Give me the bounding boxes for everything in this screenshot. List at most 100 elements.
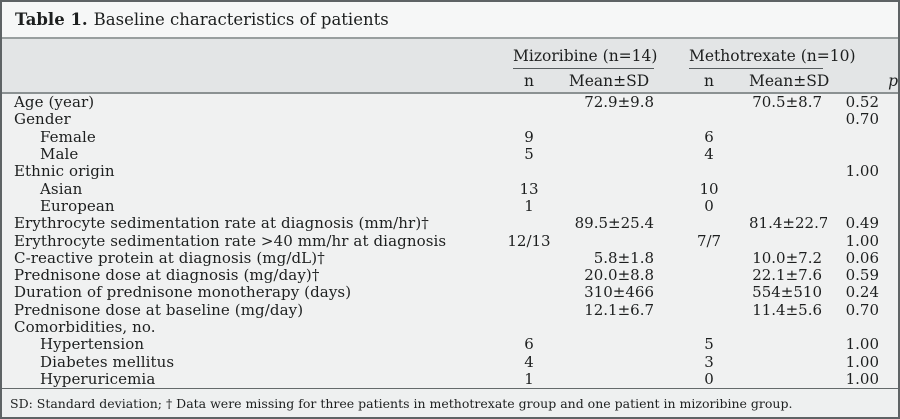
cell-mean-methotrexate — [749, 180, 827, 197]
cell-mean-mizoribine — [559, 111, 659, 128]
cell-mean-mizoribine — [559, 129, 659, 146]
table-number-label: Table 1. — [15, 10, 88, 29]
cell-n-methotrexate: 0 — [704, 197, 714, 215]
cell-n-methotrexate — [659, 93, 749, 111]
p-column-header: p — [888, 71, 899, 90]
col-mean-sd-methotrexate-header: Mean±SD — [749, 71, 830, 90]
cell-n-methotrexate — [659, 284, 749, 301]
cell-n-mizoribine — [499, 284, 559, 301]
cell-mean-mizoribine — [559, 163, 659, 180]
cell-n-mizoribine: 13 — [519, 180, 539, 198]
cell-mean-mizoribine: 310±466 — [584, 284, 655, 302]
cell-mean-methotrexate — [749, 319, 827, 336]
table-row: Asian 13 10 — [2, 180, 898, 197]
cell-n-mizoribine — [499, 267, 559, 284]
cell-n-mizoribine — [499, 319, 559, 336]
cell-mean-methotrexate — [749, 146, 827, 163]
row-label: Age (year) — [14, 93, 95, 112]
cell-p: 1.00 — [845, 232, 880, 250]
cell-p — [827, 319, 898, 336]
cell-mean-methotrexate: 11.4±5.6 — [752, 301, 823, 319]
cell-p — [827, 146, 898, 163]
table-row: Hypertension 6 5 1.00 — [2, 336, 898, 353]
row-label: Male — [40, 145, 79, 164]
cell-p: 0.06 — [845, 249, 880, 267]
cell-n-methotrexate: 4 — [704, 145, 714, 164]
cell-mean-mizoribine — [559, 180, 659, 197]
row-label: Diabetes mellitus — [40, 353, 175, 371]
cell-p: 1.00 — [845, 336, 880, 354]
col-n-methotrexate-header: n — [704, 71, 714, 90]
cell-mean-methotrexate — [749, 371, 827, 388]
row-label: Comorbidities, no. — [14, 318, 156, 336]
cell-n-mizoribine: 1 — [524, 370, 534, 388]
row-label: Duration of prednisone monotherapy (days… — [14, 284, 352, 302]
table-row: European 1 0 — [2, 198, 898, 215]
cell-n-mizoribine: 6 — [524, 336, 534, 354]
cell-mean-methotrexate — [749, 129, 827, 146]
cell-n-mizoribine — [499, 302, 559, 319]
row-label: Prednisone dose at baseline (mg/day) — [14, 301, 304, 319]
col-mean-sd-mizoribine-header: Mean±SD — [568, 71, 650, 90]
cell-mean-mizoribine: 5.8±1.8 — [593, 249, 655, 267]
cell-n-mizoribine — [499, 250, 559, 267]
cell-mean-mizoribine — [559, 146, 659, 163]
cell-mean-methotrexate — [749, 198, 827, 215]
cell-mean-mizoribine — [559, 198, 659, 215]
row-label: European — [40, 197, 115, 215]
cell-n-mizoribine: 9 — [524, 128, 534, 146]
cell-mean-methotrexate — [749, 353, 827, 370]
table-row: Age (year) 72.9±9.8 70.5±8.7 0.52 — [2, 93, 898, 111]
cell-p — [827, 129, 898, 146]
cell-mean-mizoribine: 89.5±25.4 — [574, 215, 655, 233]
table-row: Erythrocyte sedimentation rate at diagno… — [2, 215, 898, 232]
cell-n-mizoribine: 4 — [524, 353, 534, 371]
footnote-text: SD: Standard deviation; † Data were miss… — [10, 395, 793, 411]
cell-mean-methotrexate: 70.5±8.7 — [752, 93, 823, 112]
cell-n-methotrexate — [659, 302, 749, 319]
group-header-spacer — [2, 39, 499, 69]
group-header-row: Mizoribine (n=14) Methotrexate (n=10) — [2, 39, 898, 69]
cell-mean-mizoribine: 12.1±6.7 — [584, 301, 655, 319]
cell-mean-mizoribine — [559, 336, 659, 353]
cell-mean-methotrexate: 81.4±22.7 — [749, 215, 828, 233]
table-row: Male 5 4 — [2, 146, 898, 163]
cell-p: 1.00 — [845, 370, 880, 388]
row-label: Female — [40, 128, 96, 146]
cell-p: 0.70 — [845, 111, 880, 129]
cell-mean-mizoribine: 72.9±9.8 — [584, 93, 655, 112]
cell-p: 0.70 — [845, 301, 880, 319]
table-row: Female 9 6 — [2, 129, 898, 146]
row-label: Hyperuricemia — [40, 370, 156, 388]
cell-mean-mizoribine: 20.0±8.8 — [584, 266, 655, 285]
row-label: Erythrocyte sedimentation rate at diagno… — [14, 215, 429, 233]
cell-n-mizoribine — [499, 215, 559, 232]
cell-n-mizoribine — [499, 93, 559, 111]
column-group-mizoribine: Mizoribine (n=14) — [499, 39, 659, 69]
cell-n-mizoribine — [499, 111, 559, 128]
cell-n-mizoribine: 1 — [524, 197, 534, 215]
table-row: C-reactive protein at diagnosis (mg/dL)†… — [2, 250, 898, 267]
cell-n-methotrexate: 0 — [704, 370, 714, 388]
table-title-text: Baseline characteristics of patients — [93, 10, 389, 29]
row-label: Gender — [14, 111, 71, 129]
cell-n-methotrexate — [659, 319, 749, 336]
row-label: Erythrocyte sedimentation rate >40 mm/hr… — [14, 232, 447, 250]
row-label: Ethnic origin — [14, 163, 115, 181]
cell-mean-methotrexate: 10.0±7.2 — [752, 249, 823, 267]
sub-header-row: n Mean±SD n Mean±SD p — [2, 69, 898, 93]
cell-n-methotrexate — [659, 215, 749, 232]
cell-mean-methotrexate — [749, 232, 827, 249]
table-footnote: SD: Standard deviation; † Data were miss… — [2, 388, 898, 417]
cell-n-methotrexate: 7/7 — [696, 232, 722, 250]
cell-mean-methotrexate — [749, 163, 827, 180]
table-row: Gender 0.70 — [2, 111, 898, 128]
cell-n-methotrexate: 6 — [704, 128, 714, 146]
cell-mean-mizoribine — [559, 232, 659, 249]
mizoribine-group-label: Mizoribine (n=14) — [513, 47, 657, 69]
table-row: Prednisone dose at baseline (mg/day) 12.… — [2, 302, 898, 319]
cell-mean-methotrexate: 22.1±7.6 — [752, 266, 823, 285]
table-header: Mizoribine (n=14) Methotrexate (n=10) n … — [2, 39, 898, 93]
table-row: Hyperuricemia 1 0 1.00 — [2, 371, 898, 388]
table-row: Duration of prednisone monotherapy (days… — [2, 284, 898, 301]
